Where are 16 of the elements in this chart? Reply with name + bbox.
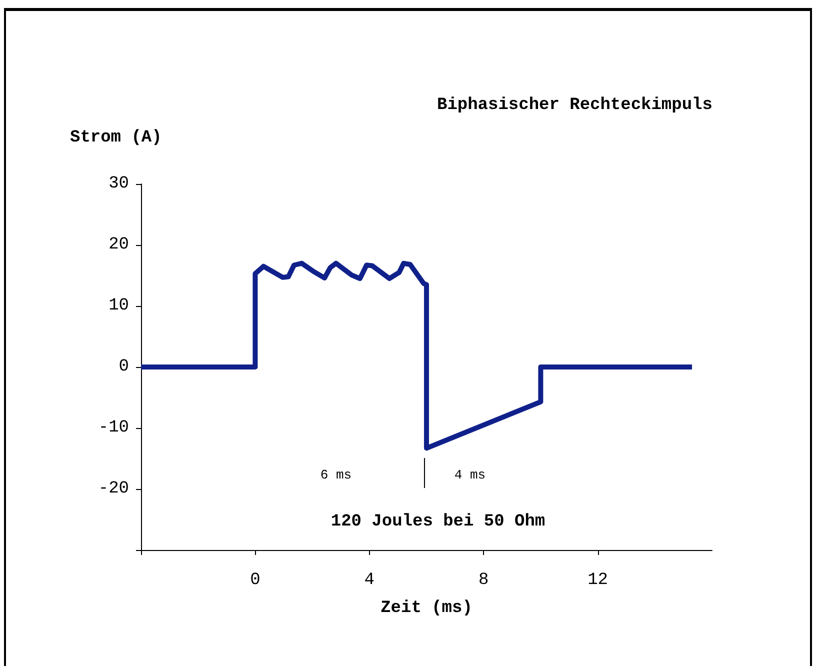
chart-title: Biphasischer Rechteckimpuls [437,96,712,115]
x-tick-label: 4 [364,571,374,590]
y-tick-label: 10 [108,296,129,316]
y-tick-label: -20 [98,480,129,498]
y-tick-label: 20 [108,236,129,254]
annotation: 4 ms [454,468,486,482]
annotation: 120 Joules bei 50 Ohm [330,512,546,532]
x-tick-label: 12 [588,571,608,590]
x-axis-title: Zeit (ms) [380,599,472,618]
y-tick-label: 30 [108,174,129,194]
annotation: 6 ms [320,468,352,482]
y-axis-title: Strom (A) [70,128,162,148]
y-tick-label: 0 [118,358,129,376]
x-tick-label: 8 [478,571,489,590]
x-tick-label: 0 [250,571,260,590]
y-tick-label: -10 [98,418,129,438]
